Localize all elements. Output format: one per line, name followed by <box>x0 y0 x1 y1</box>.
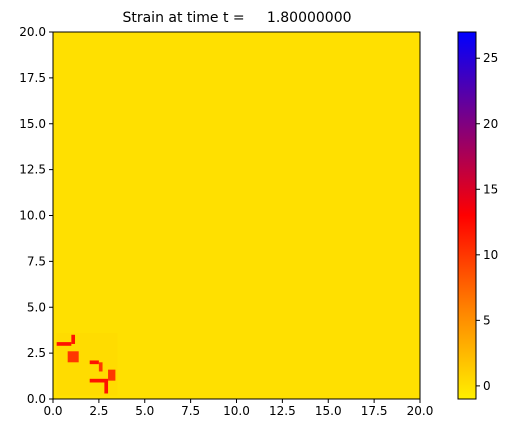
y-tick-label: 17.5 <box>19 71 46 85</box>
y-tick-label: 0.0 <box>27 392 46 406</box>
y-tick-label: 5.0 <box>27 300 46 314</box>
heatmap-feature <box>98 362 103 372</box>
x-tick-label: 12.5 <box>269 404 296 418</box>
colorbar-tick-label: 5 <box>483 313 491 327</box>
heatmap-background <box>53 32 420 399</box>
heatmap-feature <box>104 380 109 394</box>
x-tick-label: 20.0 <box>407 404 434 418</box>
x-tick-label: 0.0 <box>43 404 62 418</box>
colorbar-tick-label: 10 <box>483 248 498 262</box>
x-tick-label: 15.0 <box>315 404 342 418</box>
heatmap-feature <box>89 378 109 383</box>
x-tick-label: 2.5 <box>89 404 108 418</box>
heatmap-feature <box>89 360 99 365</box>
y-tick-label: 7.5 <box>27 254 46 268</box>
y-tick-label: 20.0 <box>19 25 46 39</box>
colorbar-tick-label: 20 <box>483 117 498 131</box>
x-tick-label: 5.0 <box>135 404 154 418</box>
heatmap-feature <box>71 334 76 344</box>
colorbar: 0 5 10 15 20 25 <box>457 31 498 400</box>
x-tick-label: 17.5 <box>361 404 388 418</box>
y-tick-label: 12.5 <box>19 163 46 177</box>
colorbar-tick-label: 15 <box>483 182 498 196</box>
colorbar-tick-label: 0 <box>483 379 491 393</box>
y-tick-label: 15.0 <box>19 117 46 131</box>
x-tick-label: 10.0 <box>223 404 250 418</box>
chart-title: Strain at time t = 1.80000000 <box>122 10 351 26</box>
x-axis: 0.0 2.5 5.0 7.5 10.0 12.5 15.0 17.5 20.0 <box>43 399 433 418</box>
plot-area <box>52 31 421 400</box>
colorbar-tick-label: 25 <box>483 51 498 65</box>
x-tick-label: 7.5 <box>181 404 200 418</box>
heatmap-feature <box>108 369 116 381</box>
y-tick-label: 10.0 <box>19 209 46 223</box>
heatmap-feature <box>56 342 72 346</box>
y-tick-label: 2.5 <box>27 346 46 360</box>
y-axis: 0.0 2.5 5.0 7.5 10.0 12.5 15.0 17.5 20.0 <box>19 25 53 406</box>
heatmap-feature <box>67 351 79 363</box>
colorbar-gradient <box>457 31 477 400</box>
